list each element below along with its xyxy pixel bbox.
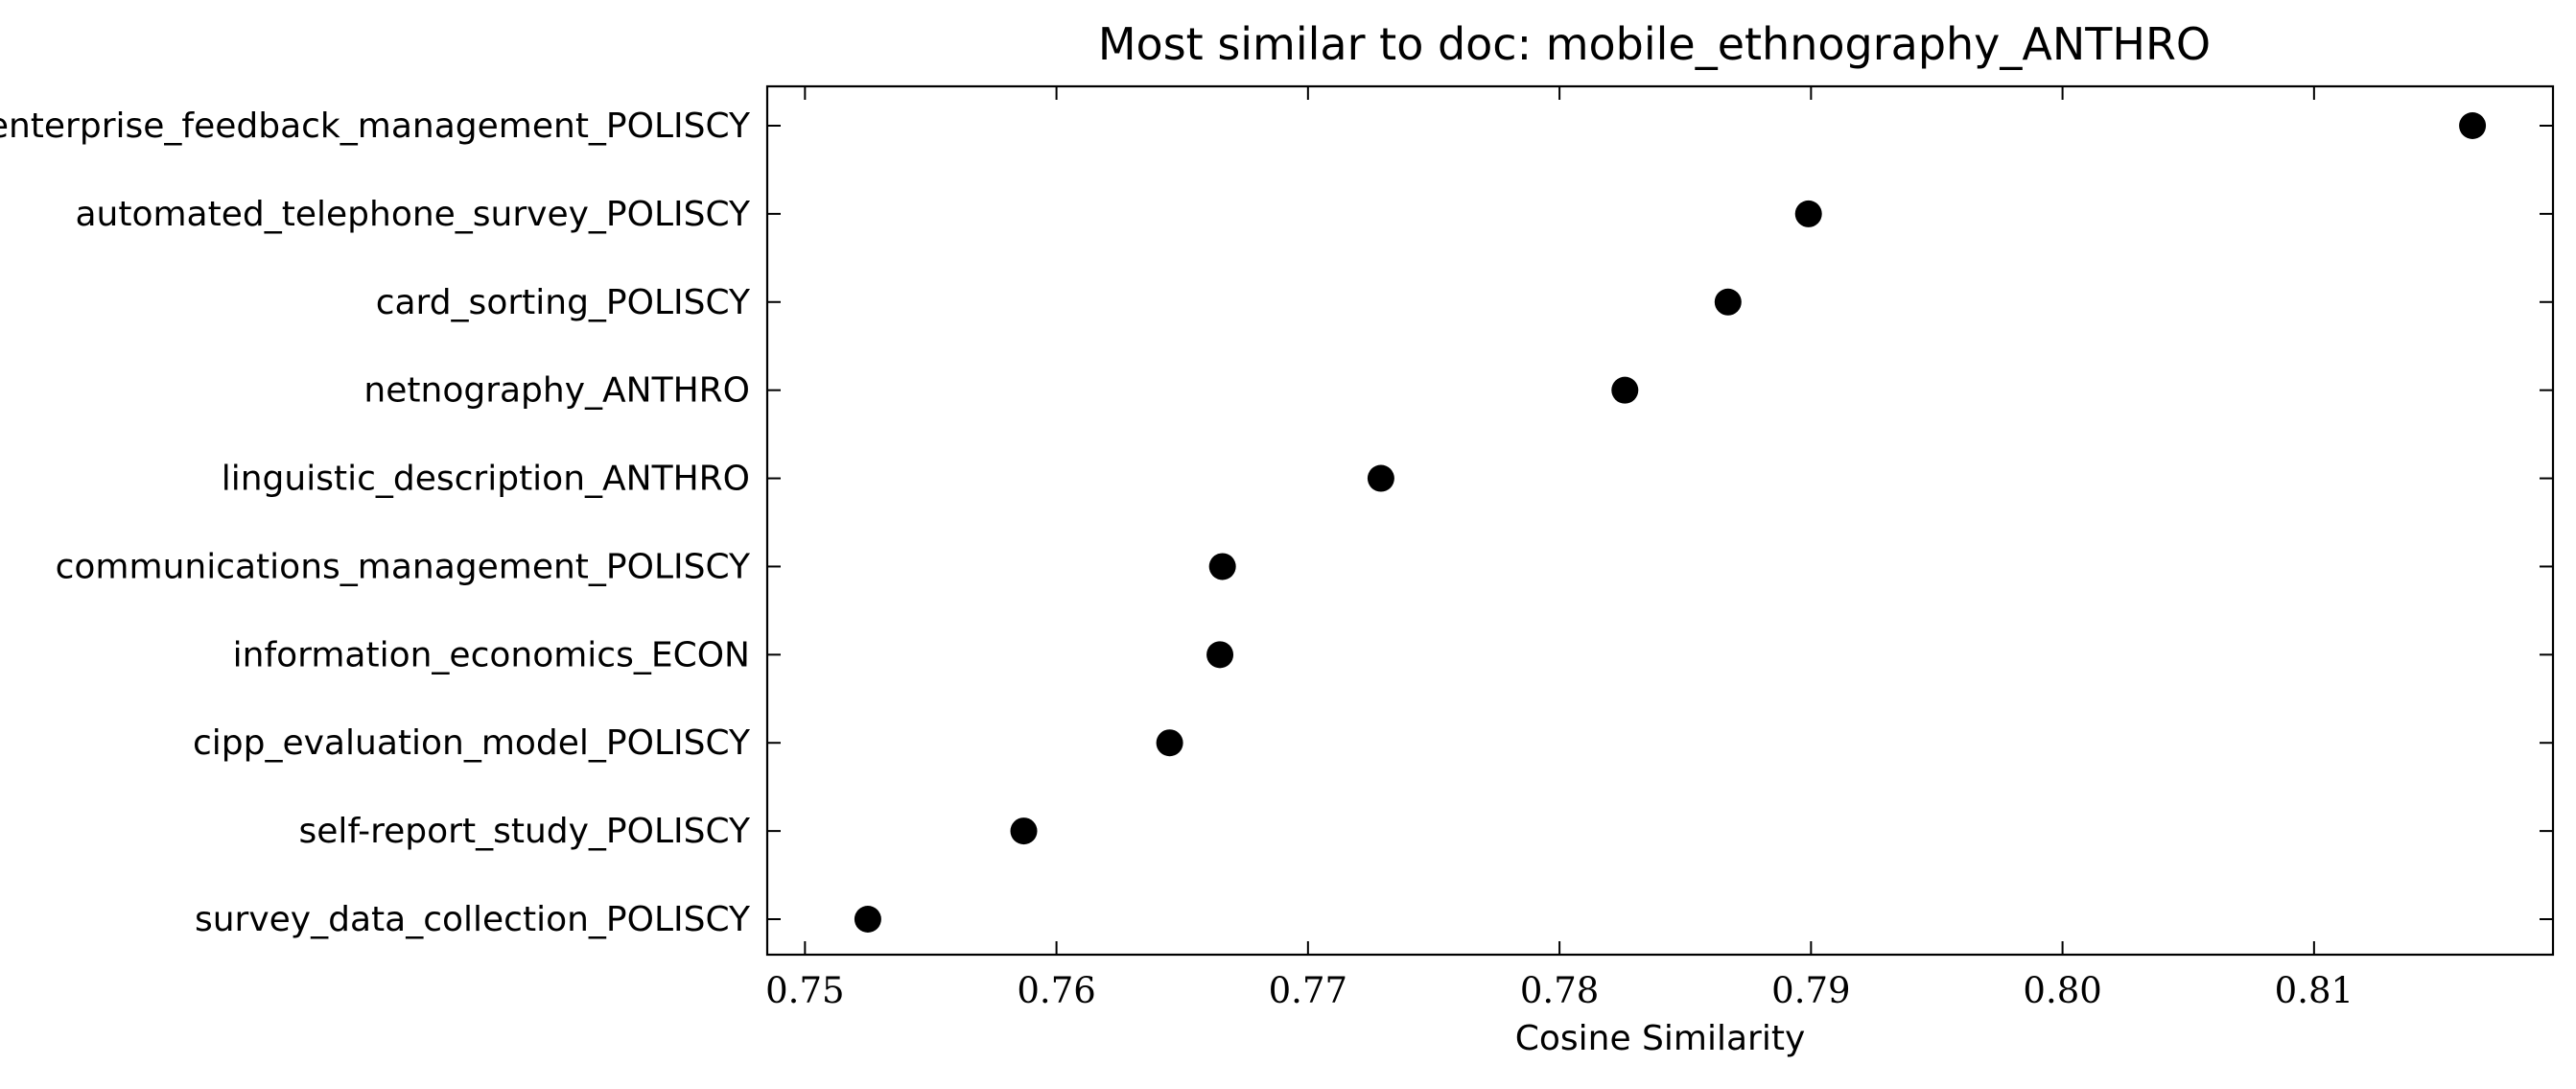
x-tick-label: 0.76 [1017, 970, 1095, 1011]
data-points [854, 112, 2487, 933]
data-point [1206, 641, 1234, 669]
category-label: card_sorting_POLISCY [376, 283, 751, 322]
chart-title: Most similar to doc: mobile_ethnography_… [1098, 18, 2211, 70]
category-label: self-report_study_POLISCY [299, 812, 751, 851]
category-label: survey_data_collection_POLISCY [195, 900, 751, 939]
data-point [1367, 464, 1394, 492]
category-label: linguistic_description_ANTHRO [222, 460, 750, 499]
data-point [1010, 817, 1038, 845]
data-point [2459, 112, 2487, 139]
data-point [1156, 729, 1183, 757]
plot-frame [765, 84, 2555, 957]
tick-marks [767, 86, 2553, 955]
data-point [1611, 376, 1639, 404]
category-label: automated_telephone_survey_POLISCY [75, 195, 751, 234]
category-label: communications_management_POLISCY [56, 547, 751, 586]
x-tick-label: 0.75 [765, 970, 844, 1011]
category-label: enterprise_feedback_management_POLISCY [0, 107, 751, 146]
data-point [1794, 200, 1822, 227]
x-tick-labels: 0.75 0.76 0.77 0.78 0.79 0.80 0.81 [765, 970, 2354, 1011]
data-point [854, 906, 881, 933]
x-tick-label: 0.81 [2275, 970, 2354, 1011]
x-axis-title: Cosine Similarity [1515, 1019, 1806, 1058]
category-label: information_economics_ECON [233, 635, 750, 675]
x-tick-label: 0.77 [1269, 970, 1347, 1011]
category-labels: enterprise_feedback_management_POLISCYau… [0, 107, 751, 939]
x-tick-label: 0.79 [1771, 970, 1850, 1011]
category-label: cipp_evaluation_model_POLISCY [193, 723, 751, 763]
category-label: netnography_ANTHRO [363, 371, 750, 411]
x-tick-label: 0.80 [2023, 970, 2101, 1011]
x-tick-label: 0.78 [1520, 970, 1599, 1011]
data-point [1714, 288, 1742, 316]
data-point [1208, 553, 1236, 580]
